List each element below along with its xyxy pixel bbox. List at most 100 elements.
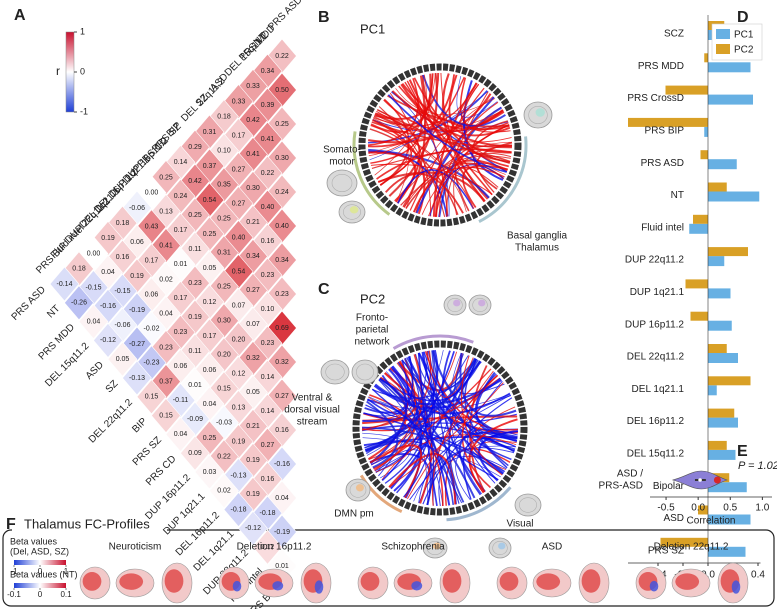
corr-label: -0.16 xyxy=(274,461,290,468)
y-tick-label: PRS ASD xyxy=(641,158,684,169)
corr-label: 0.17 xyxy=(232,132,246,139)
corr-label: 0.25 xyxy=(203,231,217,238)
legend-tick-label: -0.1 xyxy=(7,590,21,599)
corr-label: 0.30 xyxy=(246,185,260,192)
corr-label: 0.12 xyxy=(232,370,246,377)
chord xyxy=(407,356,512,461)
bar xyxy=(685,279,708,289)
y-tick-label: ASD xyxy=(663,513,684,524)
bar xyxy=(708,159,737,170)
chord xyxy=(476,141,513,190)
brain-map-cold xyxy=(314,580,324,594)
corr-label: 0.20 xyxy=(232,336,246,343)
corr-label: 0.07 xyxy=(232,302,246,309)
bar xyxy=(693,214,708,224)
corr-label: 0.15 xyxy=(217,386,231,393)
bar xyxy=(708,320,732,331)
legend-tick-label: 0.1 xyxy=(60,590,72,599)
legend-tick-label: 1 xyxy=(64,567,69,576)
y-tick-label: PRS MDD xyxy=(638,61,684,72)
corr-label: 0.05 xyxy=(203,265,217,272)
corr-cell xyxy=(180,435,210,471)
bar xyxy=(708,62,751,73)
col-label: ASD xyxy=(84,360,106,382)
bar xyxy=(660,537,708,547)
chord xyxy=(376,148,512,180)
corr-label: 0.22 xyxy=(261,170,275,177)
bar xyxy=(708,376,751,386)
corr-label: -0.13 xyxy=(231,472,247,479)
corr-cell xyxy=(223,492,254,528)
chord xyxy=(422,397,513,505)
corr-label: 0.29 xyxy=(188,144,202,151)
chord xyxy=(397,169,475,210)
corr-label: 0.54 xyxy=(232,268,246,275)
panel-letter: F xyxy=(6,516,16,533)
corr-label: 0.05 xyxy=(246,389,260,396)
x-axis-label: Correlation xyxy=(687,516,736,527)
chord xyxy=(370,163,493,195)
profile-title: Neuroticism xyxy=(109,542,162,553)
region-label: stream xyxy=(297,417,328,428)
brain-icon-fold xyxy=(472,298,488,312)
x-tick-label: 0.0 xyxy=(691,503,705,514)
corr-cell xyxy=(136,379,167,415)
colorbar-tick-label: 1 xyxy=(80,26,85,36)
chord xyxy=(369,444,423,499)
corr-label: 0.11 xyxy=(188,246,201,253)
colorbar-tick-label: 0 xyxy=(80,66,85,76)
brain-map-hot xyxy=(119,573,144,590)
legend-title: (Del, ASD, SZ) xyxy=(10,546,69,556)
brain-map-hot xyxy=(581,569,601,593)
brain-map-cold xyxy=(731,580,741,594)
bar xyxy=(689,223,708,234)
region-label: Basal ganglia xyxy=(507,231,567,242)
corr-label: 0.04 xyxy=(87,318,101,325)
corr-label: 0.41 xyxy=(159,242,173,249)
brain-icon-fold xyxy=(528,106,548,124)
brain-icon-region xyxy=(349,206,359,214)
corr-label: 0.22 xyxy=(217,454,231,461)
panel-f-title-bg xyxy=(12,518,167,534)
y-tick-label: PRS BIP xyxy=(645,126,685,137)
chord xyxy=(387,94,507,173)
chord xyxy=(398,85,493,196)
chord xyxy=(409,380,503,501)
brain-map-hot xyxy=(675,573,700,590)
corr-cell xyxy=(151,398,181,434)
brain-icon-fold xyxy=(325,363,345,381)
chord xyxy=(403,351,435,498)
legend-title: Beta values (NT) xyxy=(10,569,78,579)
corr-label: 0.17 xyxy=(145,258,159,265)
corr-label: 0.23 xyxy=(159,344,173,351)
bar xyxy=(704,53,708,63)
corr-label: 0.24 xyxy=(275,189,289,196)
corr-label: 0.02 xyxy=(159,276,173,283)
bar xyxy=(708,344,727,353)
corr-label: 0.23 xyxy=(174,329,188,336)
col-label: NT xyxy=(45,303,62,320)
brain-icon-fold xyxy=(426,541,444,555)
p-value: P = 1.02e-02 xyxy=(738,460,777,472)
corr-label: 0.04 xyxy=(159,310,173,317)
region-label: Visual xyxy=(506,519,533,530)
brain-icon-region xyxy=(498,542,506,550)
chord xyxy=(475,373,517,443)
corr-label: -0.23 xyxy=(144,360,160,367)
corr-label: 0.18 xyxy=(116,220,130,227)
violin-median xyxy=(698,478,702,482)
chord xyxy=(459,352,517,417)
chord xyxy=(381,374,511,415)
chord xyxy=(415,155,511,213)
corr-label: 0.41 xyxy=(246,151,260,158)
chord xyxy=(370,361,418,466)
chord xyxy=(363,412,506,473)
chord xyxy=(478,430,519,482)
corr-label: 0.17 xyxy=(174,227,188,234)
network-arc xyxy=(352,131,391,216)
chord xyxy=(461,374,499,489)
col-label: PRS ASD xyxy=(10,284,48,322)
corr-label: 0.14 xyxy=(261,374,275,381)
corr-label: 0.19 xyxy=(246,457,260,464)
corr-label: 0.31 xyxy=(203,129,217,136)
